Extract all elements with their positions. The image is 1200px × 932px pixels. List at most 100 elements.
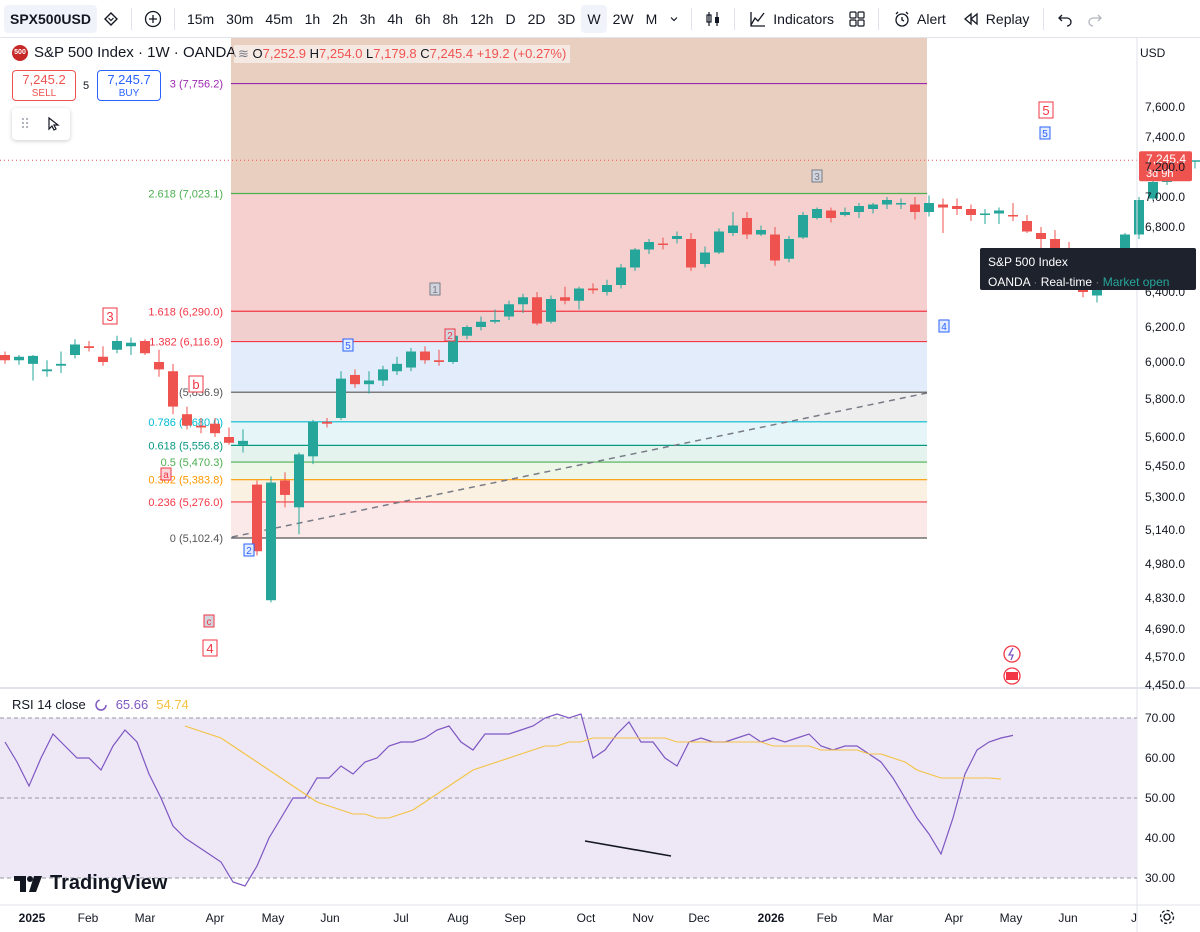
candle-body xyxy=(462,327,472,336)
candle-body xyxy=(980,213,990,215)
wave-label-box xyxy=(203,614,215,628)
rsi-axis-label: 40.00 xyxy=(1145,831,1175,845)
wave-label-box xyxy=(1038,101,1054,119)
alert-button[interactable]: Alert xyxy=(885,5,954,33)
wave-label: a xyxy=(163,470,169,481)
wave-label: 2 xyxy=(447,331,453,342)
candle-body xyxy=(336,378,346,418)
candle-body xyxy=(756,230,766,235)
undo-icon[interactable] xyxy=(1050,5,1080,33)
candle-body xyxy=(490,320,500,322)
candle-body xyxy=(1036,233,1046,239)
interval-2h[interactable]: 2h xyxy=(332,10,348,27)
gear-icon[interactable] xyxy=(1158,908,1176,926)
lightning-icon-bolt xyxy=(1007,647,1014,661)
time-axis-label: Apr xyxy=(945,911,964,925)
chevron-down-icon[interactable] xyxy=(663,5,685,33)
change-value: +19.2 (+0.27%) xyxy=(476,46,567,61)
sell-button[interactable]: 7,245.2 SELL xyxy=(12,70,76,101)
wave-label: c xyxy=(207,617,212,628)
price-axis-label: 5,600.0 xyxy=(1145,430,1185,444)
interval-30m[interactable]: 30m xyxy=(226,10,254,27)
fib-zone xyxy=(231,445,927,463)
interval-2d[interactable]: 2D xyxy=(527,10,546,27)
candle-body xyxy=(588,288,598,291)
drawing-toolbar: ⠿ xyxy=(12,108,70,140)
symbol-text: SPX500USD xyxy=(10,10,91,27)
fib-zone xyxy=(231,311,927,342)
symbol-diamond-icon[interactable] xyxy=(97,5,125,33)
close-value: 7,245.4 xyxy=(429,46,474,61)
interval-4h[interactable]: 4h xyxy=(387,10,403,27)
price-axis-label: 5,140.0 xyxy=(1145,523,1185,537)
price-axis-label: 7,000.0 xyxy=(1145,190,1185,204)
buy-label: BUY xyxy=(118,88,140,99)
replay-button[interactable]: Replay xyxy=(954,5,1038,33)
wave-settings-icon[interactable]: ≋ xyxy=(238,46,249,61)
candle-body xyxy=(420,351,430,361)
wave-label: 5 xyxy=(1042,103,1049,118)
interval-45m[interactable]: 45m xyxy=(265,10,293,27)
price-axis-label: 6,000.0 xyxy=(1145,355,1185,369)
interval-3h[interactable]: 3h xyxy=(359,10,376,27)
redo-icon[interactable] xyxy=(1080,5,1110,33)
layouts-grid-icon[interactable] xyxy=(842,5,872,33)
price-axis-label: 6,200.0 xyxy=(1145,320,1185,334)
candles-type-icon[interactable] xyxy=(698,5,728,33)
price-axis-label: 4,570.0 xyxy=(1145,650,1185,664)
time-axis-label: Nov xyxy=(632,911,653,925)
indicators-icon xyxy=(750,11,766,27)
cursor-arrow-icon[interactable] xyxy=(46,116,62,132)
symbol-search-button[interactable]: SPX500USD xyxy=(4,4,97,33)
indicators-button[interactable]: Indicators xyxy=(741,5,842,33)
wave-label-box xyxy=(160,467,172,481)
chart-canvas[interactable]: 3 (7,756.2) 2.618 (7,023.1) 1.618 (6,290.0… xyxy=(0,38,1200,932)
wave-label: 5 xyxy=(345,341,351,352)
interval-3d[interactable]: 3D xyxy=(557,10,576,27)
add-symbol-icon[interactable] xyxy=(138,5,168,33)
wave-label: 3 xyxy=(814,172,820,183)
buy-button[interactable]: 7,245.7 BUY xyxy=(97,70,161,101)
legend-title[interactable]: S&P 500 Index · 1W · OANDA xyxy=(34,44,237,61)
candle-body xyxy=(784,239,794,259)
price-axis-label: 5,450.0 xyxy=(1145,459,1185,473)
candle-body xyxy=(672,236,682,239)
candle-body xyxy=(938,204,948,208)
price-axis-label: 4,830.0 xyxy=(1145,591,1185,605)
interval-8h[interactable]: 8h xyxy=(442,10,459,27)
interval-d[interactable]: D xyxy=(505,10,516,27)
candle-body xyxy=(994,210,1004,214)
currency-selector[interactable]: USD xyxy=(1140,46,1166,60)
candle-body xyxy=(602,285,612,292)
rsi-label[interactable]: RSI 14 close xyxy=(12,697,86,712)
interval-m[interactable]: M xyxy=(645,10,658,27)
fib-level-label: 1.618 (6,290.0) xyxy=(148,306,223,318)
interval-2w[interactable]: 2W xyxy=(612,10,634,27)
candle-body xyxy=(854,206,864,212)
toolbar-divider xyxy=(878,7,879,30)
interval-6h[interactable]: 6h xyxy=(414,10,431,27)
low-value: 7,179.8 xyxy=(373,46,417,61)
tradingview-logo[interactable]: TradingView xyxy=(14,872,167,895)
candle-body xyxy=(28,355,38,364)
time-axis-label: Jun xyxy=(1058,911,1077,925)
price-axis-label: 7,400.0 xyxy=(1145,130,1185,144)
interval-w[interactable]: W xyxy=(581,4,607,33)
drag-handle-icon[interactable]: ⠿ xyxy=(19,115,31,132)
fib-level-label: 0.382 (5,383.8) xyxy=(148,475,223,487)
time-axis-label: May xyxy=(262,911,285,925)
wave-label: 1 xyxy=(432,285,438,296)
wave-label-box xyxy=(444,328,456,342)
candle-body xyxy=(266,482,276,601)
candle-body xyxy=(1022,221,1032,232)
candle-body xyxy=(210,423,220,434)
low-label: L xyxy=(366,46,374,61)
interval-1h[interactable]: 1h xyxy=(304,10,321,27)
candle-body xyxy=(364,380,374,385)
interval-15m[interactable]: 15m xyxy=(186,10,215,27)
candle-body xyxy=(560,297,570,301)
wave-label-box xyxy=(811,169,823,183)
interval-12h[interactable]: 12h xyxy=(470,10,494,27)
candle-body xyxy=(840,212,850,215)
time-axis-label: Jun xyxy=(320,911,339,925)
